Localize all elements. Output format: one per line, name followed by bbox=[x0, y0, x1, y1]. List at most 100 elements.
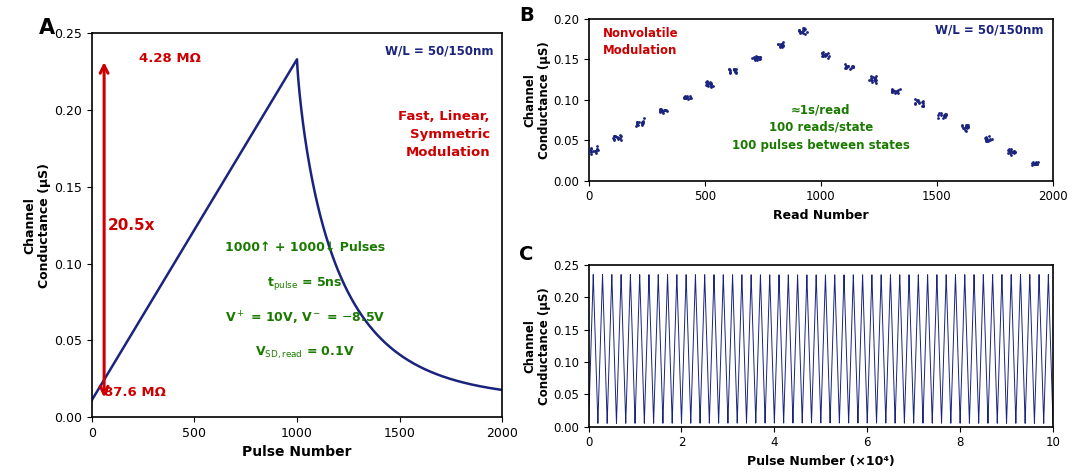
Point bbox=[725, 66, 742, 73]
Point bbox=[1027, 161, 1044, 168]
Point bbox=[845, 64, 862, 71]
Point bbox=[837, 60, 854, 68]
Point bbox=[610, 136, 627, 143]
Point bbox=[721, 68, 739, 76]
Point bbox=[907, 100, 924, 108]
Point bbox=[677, 94, 694, 101]
Point bbox=[813, 52, 831, 59]
Text: V$_\mathrm{SD,read}$ = 0.1V: V$_\mathrm{SD,read}$ = 0.1V bbox=[255, 344, 355, 361]
Point bbox=[818, 51, 835, 58]
Point bbox=[582, 148, 599, 155]
Point bbox=[956, 124, 973, 131]
Point bbox=[586, 147, 604, 155]
Point bbox=[864, 73, 881, 81]
Point bbox=[813, 49, 831, 57]
Point bbox=[588, 145, 605, 153]
Point bbox=[886, 89, 903, 97]
Point bbox=[589, 146, 606, 154]
Point bbox=[582, 145, 599, 152]
Text: A: A bbox=[39, 18, 55, 38]
Point bbox=[793, 28, 810, 36]
Point bbox=[813, 49, 831, 57]
Point bbox=[636, 114, 653, 122]
Point bbox=[794, 28, 811, 36]
Point bbox=[726, 65, 743, 73]
Point bbox=[651, 108, 669, 115]
Point bbox=[750, 53, 767, 61]
Point bbox=[883, 85, 901, 92]
Point bbox=[581, 147, 598, 155]
Point bbox=[1002, 145, 1020, 152]
Point bbox=[959, 123, 976, 130]
Point bbox=[751, 55, 768, 63]
Point bbox=[796, 26, 813, 33]
Point bbox=[747, 52, 765, 60]
Point bbox=[820, 49, 837, 57]
Point bbox=[728, 68, 745, 76]
Point bbox=[656, 106, 673, 114]
Point bbox=[627, 122, 645, 130]
Point bbox=[935, 111, 953, 119]
Point bbox=[634, 120, 651, 128]
Point bbox=[795, 26, 812, 33]
Point bbox=[631, 118, 648, 126]
Point bbox=[838, 63, 855, 71]
Point bbox=[956, 126, 973, 134]
Point bbox=[984, 135, 1001, 143]
Point bbox=[1007, 148, 1024, 156]
Point bbox=[654, 107, 672, 115]
Point bbox=[652, 105, 670, 113]
Point bbox=[910, 100, 928, 107]
Point bbox=[747, 55, 765, 62]
Point bbox=[772, 41, 789, 49]
Point bbox=[1026, 160, 1043, 168]
Point bbox=[1007, 148, 1024, 156]
Text: 100 reads/state: 100 reads/state bbox=[769, 121, 873, 134]
Point bbox=[932, 111, 949, 119]
Point bbox=[702, 80, 719, 87]
Point bbox=[748, 56, 766, 64]
Point bbox=[957, 121, 974, 128]
Point bbox=[814, 52, 832, 59]
Point bbox=[634, 121, 651, 129]
Point bbox=[883, 86, 901, 94]
Text: C: C bbox=[519, 246, 534, 264]
Point bbox=[1027, 159, 1044, 166]
Point bbox=[914, 102, 931, 110]
Point bbox=[582, 145, 599, 153]
Point bbox=[837, 64, 854, 72]
Point bbox=[814, 48, 832, 55]
Point bbox=[978, 137, 996, 145]
Point bbox=[653, 107, 671, 115]
Y-axis label: Channel
Conductance (μS): Channel Conductance (μS) bbox=[524, 287, 552, 405]
Point bbox=[845, 64, 862, 71]
Point bbox=[1027, 161, 1044, 168]
Point bbox=[883, 88, 901, 95]
Point bbox=[651, 108, 669, 116]
Point bbox=[977, 135, 995, 142]
Text: t$_\mathrm{pulse}$ = 5ns: t$_\mathrm{pulse}$ = 5ns bbox=[268, 275, 343, 292]
Point bbox=[981, 137, 998, 144]
Point bbox=[699, 82, 716, 89]
Text: W/L = 50/150nm: W/L = 50/150nm bbox=[386, 45, 494, 58]
Point bbox=[930, 114, 947, 122]
Point bbox=[908, 96, 926, 104]
Point bbox=[816, 50, 834, 58]
Point bbox=[721, 68, 739, 76]
Point bbox=[770, 40, 787, 48]
Point bbox=[702, 83, 719, 91]
Point bbox=[866, 74, 883, 82]
Point bbox=[1000, 149, 1017, 156]
Point bbox=[795, 29, 812, 37]
Point bbox=[589, 146, 606, 153]
Text: 87.6 MΩ: 87.6 MΩ bbox=[104, 386, 166, 399]
Point bbox=[1026, 160, 1043, 167]
Point bbox=[654, 106, 672, 114]
Point bbox=[936, 111, 954, 119]
Point bbox=[1025, 158, 1042, 166]
Point bbox=[818, 51, 835, 59]
Text: B: B bbox=[519, 6, 534, 25]
Point bbox=[960, 123, 977, 131]
Point bbox=[681, 92, 699, 100]
Point bbox=[843, 62, 861, 70]
